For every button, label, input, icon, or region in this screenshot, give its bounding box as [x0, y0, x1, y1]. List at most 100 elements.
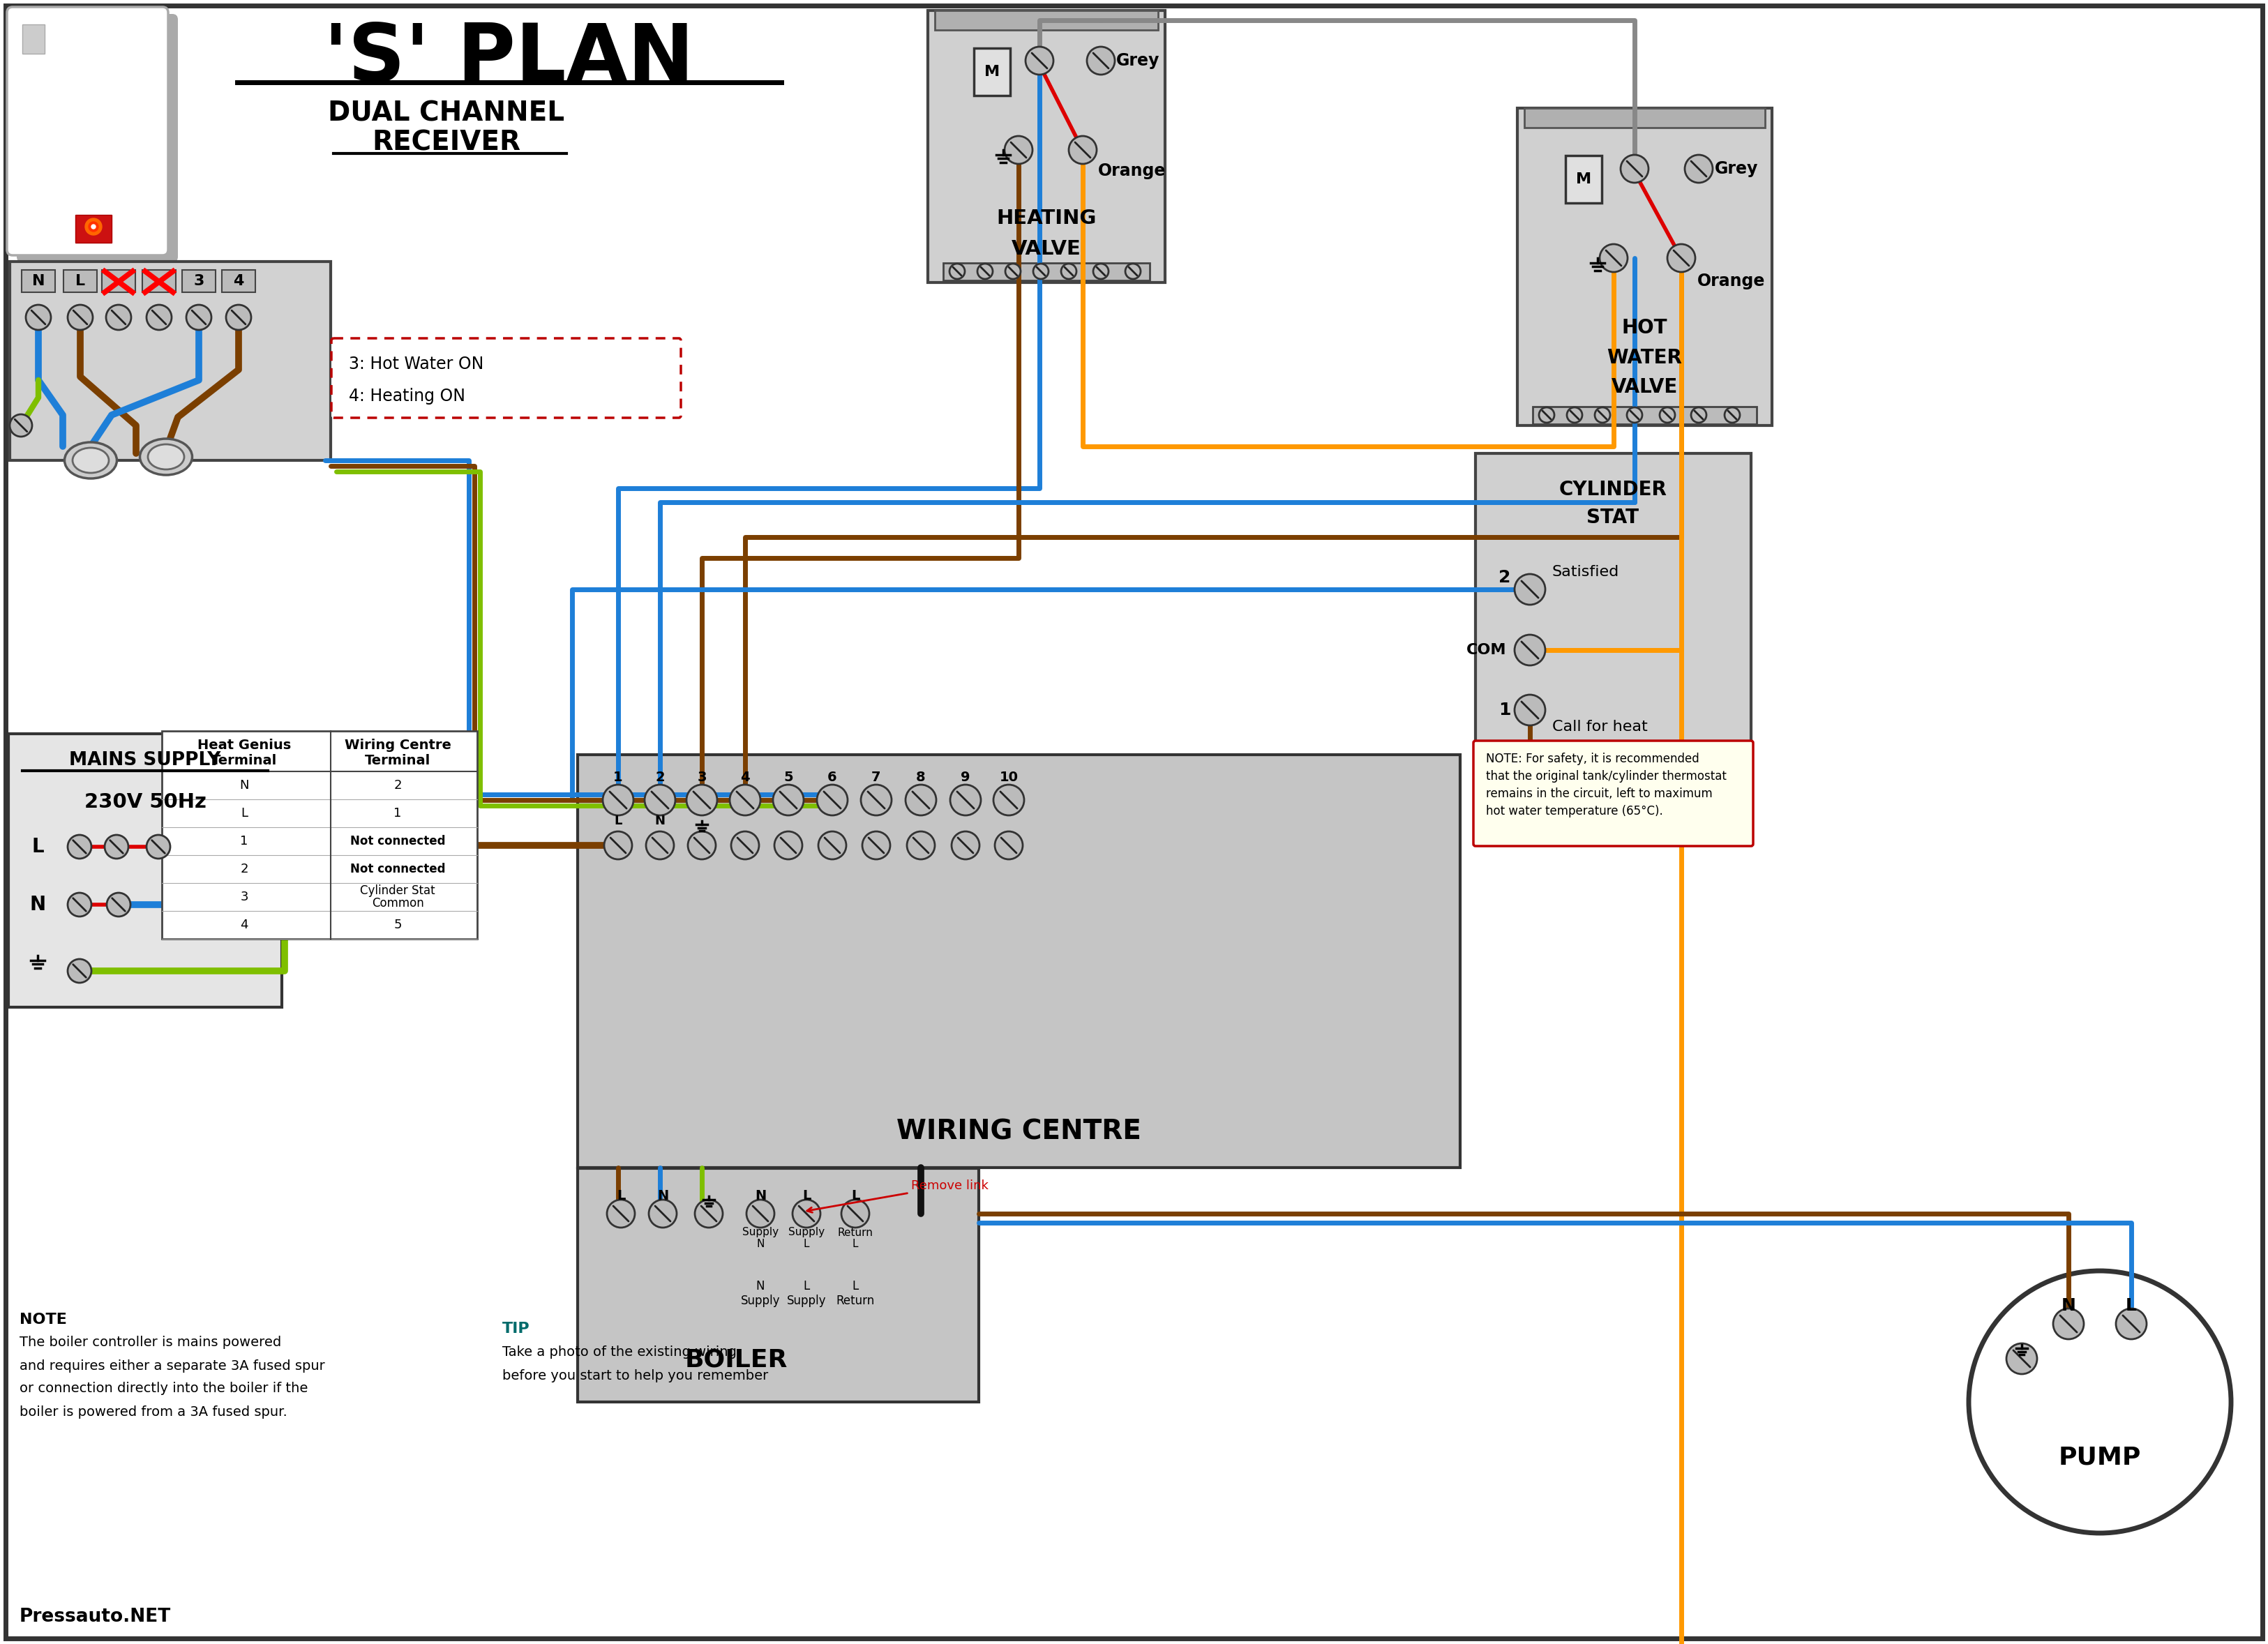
- Text: WATER: WATER: [1606, 349, 1683, 368]
- Text: Not connected: Not connected: [349, 835, 445, 847]
- Text: TIP: TIP: [501, 1322, 531, 1335]
- Text: HEATING: HEATING: [996, 209, 1095, 229]
- Circle shape: [773, 784, 803, 815]
- Bar: [161, 732, 476, 939]
- Text: MAINS SUPPLY: MAINS SUPPLY: [70, 751, 220, 769]
- Text: 1: 1: [240, 835, 247, 847]
- Circle shape: [2053, 1309, 2084, 1340]
- Bar: [934, 10, 1159, 30]
- Bar: [1533, 406, 1758, 424]
- Text: NOTE: For safety, it is recommended: NOTE: For safety, it is recommended: [1486, 753, 1699, 764]
- Bar: [143, 270, 177, 293]
- Text: 5: 5: [782, 771, 794, 784]
- Text: WIRING CENTRE: WIRING CENTRE: [896, 1118, 1141, 1144]
- Text: 230V 50Hz: 230V 50Hz: [84, 792, 206, 812]
- Text: 7: 7: [871, 771, 880, 784]
- Ellipse shape: [141, 439, 193, 475]
- Circle shape: [603, 832, 633, 860]
- Text: Satisfied: Satisfied: [1551, 566, 1619, 579]
- Text: N: N: [2062, 1297, 2075, 1314]
- Text: DUAL CHANNEL: DUAL CHANNEL: [329, 100, 565, 127]
- Text: that the original tank/cylinder thermostat: that the original tank/cylinder thermost…: [1486, 769, 1726, 783]
- Circle shape: [1005, 136, 1032, 164]
- Circle shape: [68, 304, 93, 330]
- Circle shape: [649, 1200, 676, 1228]
- Circle shape: [687, 832, 717, 860]
- Circle shape: [730, 832, 760, 860]
- Text: 3: 3: [240, 891, 247, 903]
- Text: Cylinder Stat: Cylinder Stat: [361, 884, 435, 898]
- Text: 4: 4: [739, 771, 751, 784]
- Text: Grey: Grey: [1116, 53, 1159, 69]
- Text: 'S' PLAN: 'S' PLAN: [324, 21, 694, 99]
- Circle shape: [996, 832, 1023, 860]
- Text: L: L: [75, 275, 86, 288]
- Circle shape: [86, 219, 102, 235]
- Circle shape: [1515, 635, 1545, 666]
- Bar: [1476, 454, 1751, 756]
- Circle shape: [104, 835, 129, 858]
- Text: 1: 1: [395, 807, 401, 820]
- Circle shape: [68, 958, 91, 983]
- Circle shape: [1660, 408, 1676, 423]
- Circle shape: [1594, 408, 1610, 423]
- Circle shape: [953, 832, 980, 860]
- Circle shape: [746, 1200, 773, 1228]
- Bar: [1524, 109, 1765, 128]
- Circle shape: [2007, 1343, 2037, 1374]
- Ellipse shape: [147, 444, 184, 470]
- Text: Remove link: Remove link: [807, 1179, 989, 1213]
- Circle shape: [1540, 408, 1554, 423]
- Text: N
Supply: N Supply: [742, 1281, 780, 1307]
- Text: L: L: [617, 1190, 626, 1203]
- Circle shape: [603, 784, 633, 815]
- Text: 5: 5: [395, 919, 401, 931]
- Bar: [23, 25, 45, 54]
- Bar: [9, 261, 331, 460]
- Circle shape: [694, 1200, 723, 1228]
- Text: VALVE: VALVE: [1610, 378, 1678, 396]
- Text: L
Return: L Return: [837, 1281, 875, 1307]
- Bar: [1517, 109, 1771, 426]
- Bar: [973, 48, 1009, 95]
- Text: BOILER: BOILER: [685, 1348, 787, 1373]
- Text: L
Supply: L Supply: [787, 1281, 826, 1307]
- Circle shape: [905, 784, 937, 815]
- Circle shape: [68, 835, 91, 858]
- Circle shape: [1068, 136, 1098, 164]
- Circle shape: [1567, 408, 1583, 423]
- Circle shape: [608, 1200, 635, 1228]
- Circle shape: [862, 784, 891, 815]
- Bar: [222, 270, 256, 293]
- Bar: [1565, 156, 1601, 202]
- Text: RECEIVER: RECEIVER: [372, 130, 522, 156]
- Text: L: L: [32, 837, 43, 857]
- Text: M: M: [984, 64, 1000, 79]
- Circle shape: [993, 784, 1025, 815]
- Text: boiler is powered from a 3A fused spur.: boiler is powered from a 3A fused spur.: [20, 1406, 288, 1419]
- Text: 10: 10: [1000, 771, 1018, 784]
- Text: Pressauto.NET: Pressauto.NET: [20, 1608, 170, 1626]
- Text: Supply: Supply: [789, 1226, 826, 1238]
- Text: 2: 2: [240, 863, 247, 875]
- Text: 8: 8: [916, 771, 925, 784]
- Text: L: L: [803, 1238, 810, 1249]
- Text: NOTE: NOTE: [20, 1312, 66, 1327]
- Circle shape: [841, 1200, 869, 1228]
- Circle shape: [1005, 263, 1021, 279]
- Text: 6: 6: [828, 771, 837, 784]
- Circle shape: [907, 832, 934, 860]
- Circle shape: [1724, 408, 1740, 423]
- Text: 1: 1: [1499, 702, 1510, 718]
- Text: 9: 9: [962, 771, 971, 784]
- Text: L: L: [850, 1190, 860, 1203]
- Circle shape: [227, 304, 252, 330]
- Text: L: L: [853, 1238, 857, 1249]
- Text: Wiring Centre: Wiring Centre: [345, 738, 451, 751]
- Text: PUMP: PUMP: [2059, 1447, 2141, 1470]
- Circle shape: [88, 222, 98, 232]
- Text: Call for heat: Call for heat: [1551, 720, 1647, 733]
- Text: or connection directly into the boiler if the: or connection directly into the boiler i…: [20, 1383, 308, 1396]
- Bar: [75, 215, 111, 243]
- FancyBboxPatch shape: [331, 339, 680, 418]
